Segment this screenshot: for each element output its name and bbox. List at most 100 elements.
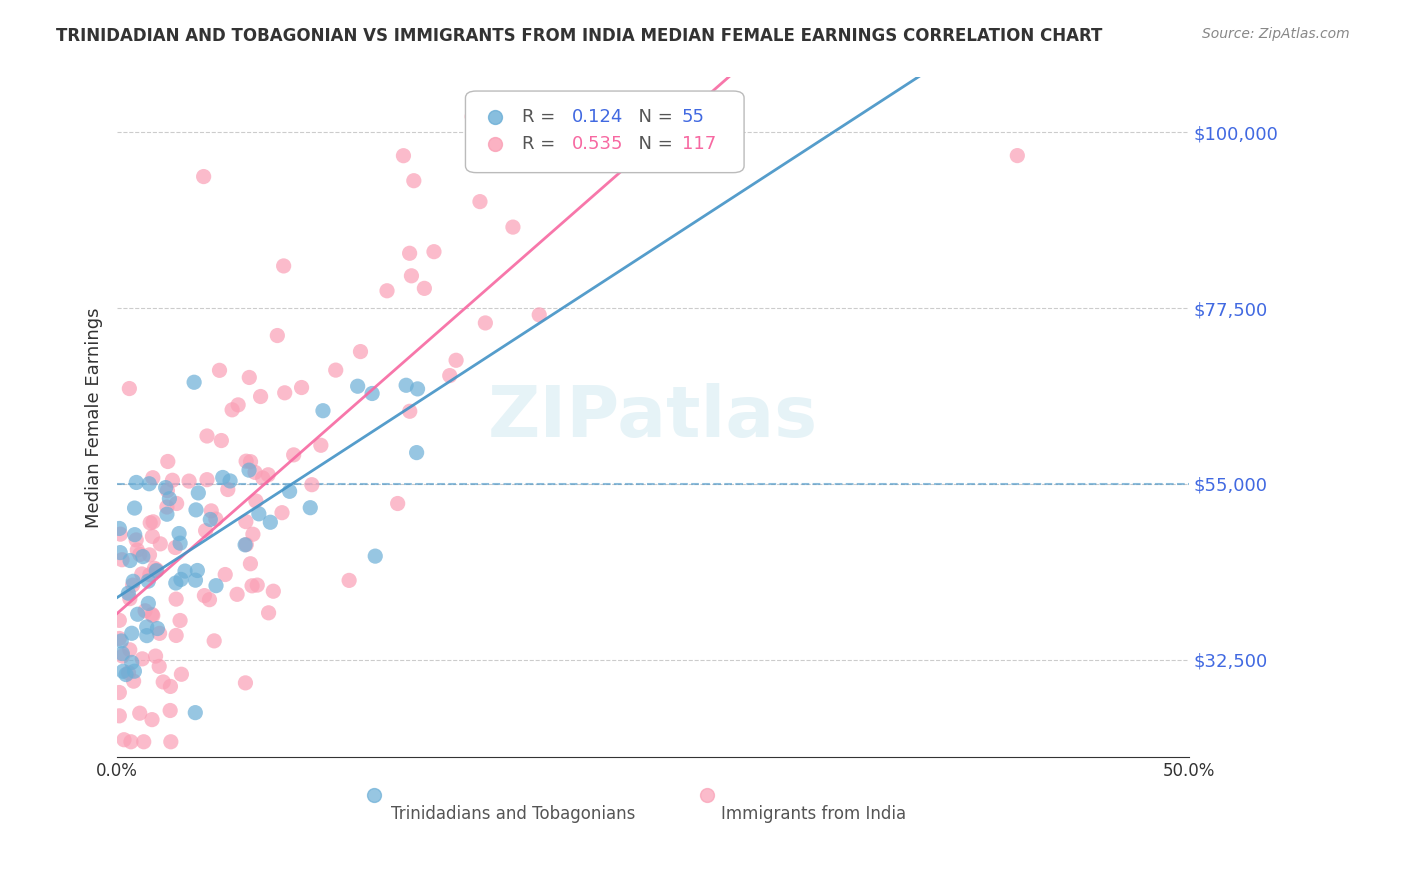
Immigrants from India [235, 515, 257, 529]
Trinidadians and Tobagonians [145, 564, 167, 578]
Trinidadians and Tobagonians [157, 491, 180, 506]
Immigrants from India [474, 316, 496, 330]
Immigrants from India [145, 649, 167, 664]
Immigrants from India [1007, 148, 1029, 162]
Immigrants from India [194, 524, 217, 538]
Text: Trinidadians and Tobagonians: Trinidadians and Tobagonians [391, 805, 636, 823]
Immigrants from India [131, 566, 153, 581]
Trinidadians and Tobagonians [124, 664, 146, 678]
Immigrants from India [111, 552, 134, 566]
Trinidadians and Tobagonians [136, 596, 159, 610]
Trinidadians and Tobagonians [312, 403, 335, 417]
Immigrants from India [165, 541, 187, 555]
Immigrants from India [413, 281, 436, 295]
Trinidadians and Tobagonians [115, 667, 138, 681]
Trinidadians and Tobagonians [124, 501, 146, 516]
Immigrants from India [337, 574, 360, 588]
Immigrants from India [262, 584, 284, 599]
Trinidadians and Tobagonians [211, 470, 233, 484]
Immigrants from India [170, 667, 193, 681]
Immigrants from India [162, 473, 184, 487]
Trinidadians and Tobagonians [184, 503, 207, 517]
Immigrants from India [149, 537, 172, 551]
Trinidadians and Tobagonians [364, 549, 387, 563]
Trinidadians and Tobagonians [259, 515, 281, 529]
Immigrants from India [392, 149, 415, 163]
Trinidadians and Tobagonians [186, 564, 208, 578]
Immigrants from India [271, 506, 294, 520]
Trinidadians and Tobagonians [184, 706, 207, 720]
Immigrants from India [141, 607, 163, 622]
Immigrants from India [252, 471, 274, 485]
Trinidadians and Tobagonians [169, 536, 191, 550]
Immigrants from India [242, 527, 264, 541]
Immigrants from India [159, 680, 181, 694]
Trinidadians and Tobagonians [132, 549, 155, 564]
Immigrants from India [398, 404, 420, 418]
Trinidadians and Tobagonians [247, 507, 270, 521]
Immigrants from India [208, 363, 231, 377]
Trinidadians and Tobagonians [111, 665, 134, 679]
Text: N =: N = [627, 108, 679, 126]
Immigrants from India [243, 466, 266, 480]
Immigrants from India [309, 438, 332, 452]
Trinidadians and Tobagonians [187, 486, 209, 500]
Immigrants from India [159, 735, 181, 749]
Immigrants from India [156, 454, 179, 468]
Trinidadians and Tobagonians [122, 574, 145, 589]
Immigrants from India [214, 567, 236, 582]
Immigrants from India [239, 557, 262, 571]
Immigrants from India [122, 674, 145, 689]
Immigrants from India [200, 504, 222, 518]
Immigrants from India [156, 500, 179, 514]
Immigrants from India [235, 676, 257, 690]
Immigrants from India [139, 516, 162, 530]
Immigrants from India [571, 110, 593, 124]
Immigrants from India [349, 344, 371, 359]
Immigrants from India [266, 328, 288, 343]
Immigrants from India [108, 709, 131, 723]
Immigrants from India [461, 110, 484, 124]
Trinidadians and Tobagonians [299, 500, 322, 515]
Trinidadians and Tobagonians [395, 378, 418, 392]
Immigrants from India [226, 398, 249, 412]
Trinidadians and Tobagonians [108, 521, 131, 535]
Trinidadians and Tobagonians [184, 573, 207, 587]
Immigrants from India [325, 363, 347, 377]
Trinidadians and Tobagonians [121, 656, 143, 670]
Immigrants from India [177, 474, 200, 488]
Immigrants from India [121, 578, 143, 592]
Text: 117: 117 [682, 135, 716, 153]
Immigrants from India [148, 626, 170, 640]
Trinidadians and Tobagonians [174, 564, 197, 578]
Trinidadians and Tobagonians [155, 481, 177, 495]
Trinidadians and Tobagonians [146, 622, 169, 636]
Text: 0.124: 0.124 [572, 108, 623, 126]
Immigrants from India [468, 194, 491, 209]
Trinidadians and Tobagonians [108, 546, 131, 560]
Immigrants from India [401, 268, 423, 283]
Trinidadians and Tobagonians [361, 386, 384, 401]
Immigrants from India [108, 685, 131, 699]
Trinidadians and Tobagonians [121, 626, 143, 640]
Immigrants from India [226, 587, 249, 601]
Immigrants from India [125, 533, 148, 547]
Immigrants from India [221, 402, 243, 417]
Trinidadians and Tobagonians [346, 379, 368, 393]
Immigrants from India [273, 385, 295, 400]
Text: N =: N = [627, 135, 679, 153]
Immigrants from India [444, 353, 467, 368]
Text: TRINIDADIAN AND TOBAGONIAN VS IMMIGRANTS FROM INDIA MEDIAN FEMALE EARNINGS CORRE: TRINIDADIAN AND TOBAGONIAN VS IMMIGRANTS… [56, 27, 1102, 45]
Immigrants from India [128, 706, 150, 721]
Immigrants from India [165, 628, 187, 642]
Trinidadians and Tobagonians [124, 527, 146, 541]
Y-axis label: Median Female Earnings: Median Female Earnings [86, 307, 103, 528]
Immigrants from India [169, 614, 191, 628]
Immigrants from India [375, 284, 398, 298]
Immigrants from India [131, 652, 153, 666]
Trinidadians and Tobagonians [110, 634, 132, 648]
Immigrants from India [423, 244, 446, 259]
Trinidadians and Tobagonians [135, 620, 157, 634]
Text: R =: R = [522, 108, 561, 126]
Immigrants from India [239, 455, 262, 469]
